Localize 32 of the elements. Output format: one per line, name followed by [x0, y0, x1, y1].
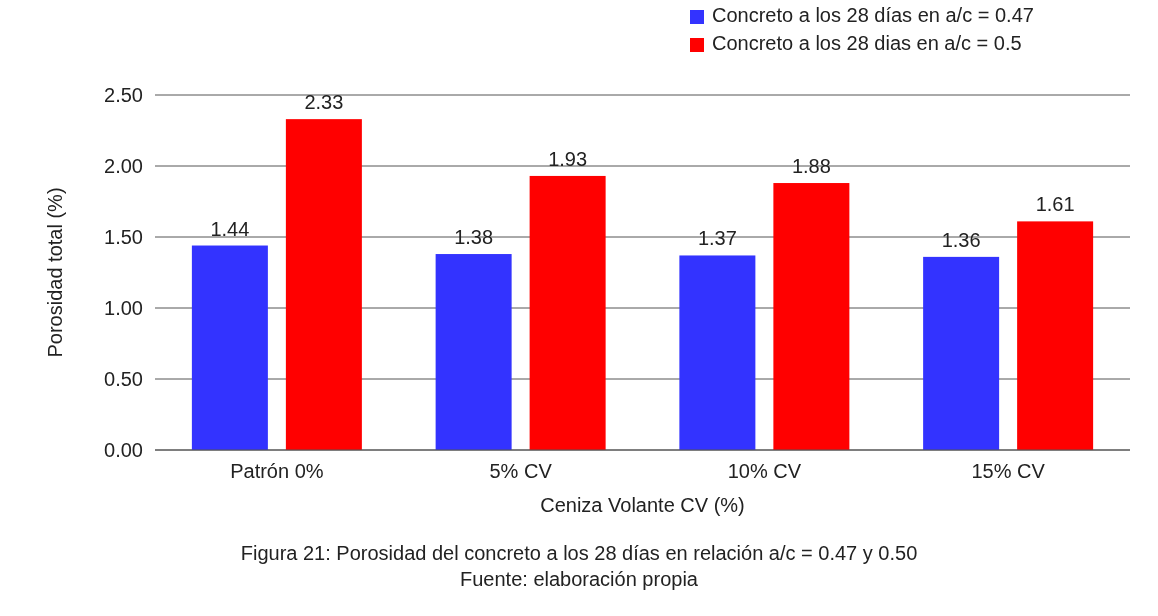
y-tick-label: 1.50 — [104, 225, 143, 248]
data-label: 1.44 — [210, 217, 250, 240]
bar — [679, 255, 756, 450]
x-tick-label: Patrón 0% — [230, 460, 324, 482]
data-label: 2.33 — [304, 91, 344, 114]
bar — [1017, 221, 1094, 450]
bar — [923, 256, 1000, 450]
bar — [191, 245, 268, 450]
data-label: 1.93 — [548, 147, 588, 170]
data-label: 1.36 — [941, 228, 981, 251]
x-axis-title: Ceniza Volante CV (%) — [540, 494, 745, 516]
data-label: 1.61 — [1035, 193, 1075, 216]
legend-label: Concreto a los 28 dias en a/c = 0.5 — [712, 32, 1022, 54]
bar — [435, 254, 512, 450]
bar — [285, 119, 362, 450]
y-tick-label: 2.50 — [104, 83, 143, 106]
text: Figura 21: Porosidad del concreto a los 28 días en relación a/c = 0.47 y 0.50 — [240, 542, 918, 564]
y-tick-label: 1.00 — [104, 296, 143, 319]
x-tick-label: 15% CV — [971, 460, 1046, 482]
legend-label: Concreto a los 28 días en a/c = 0.47 — [712, 4, 1034, 26]
x-tick-label: 5% CV — [489, 460, 553, 482]
y-tick-label: 0.50 — [104, 367, 143, 390]
y-tick-label: 0.00 — [104, 438, 143, 461]
data-label: 1.38 — [454, 226, 494, 249]
x-tick-label: 10% CV — [727, 460, 802, 482]
bar — [773, 183, 850, 450]
bar — [529, 175, 606, 450]
y-tick-label: 2.00 — [104, 154, 143, 177]
y-axis-title: Porosidad total (%) — [44, 187, 66, 358]
data-label: 1.37 — [697, 227, 737, 250]
data-label: 1.88 — [791, 155, 831, 178]
source-note: Fuente: elaboración propia — [460, 568, 699, 590]
